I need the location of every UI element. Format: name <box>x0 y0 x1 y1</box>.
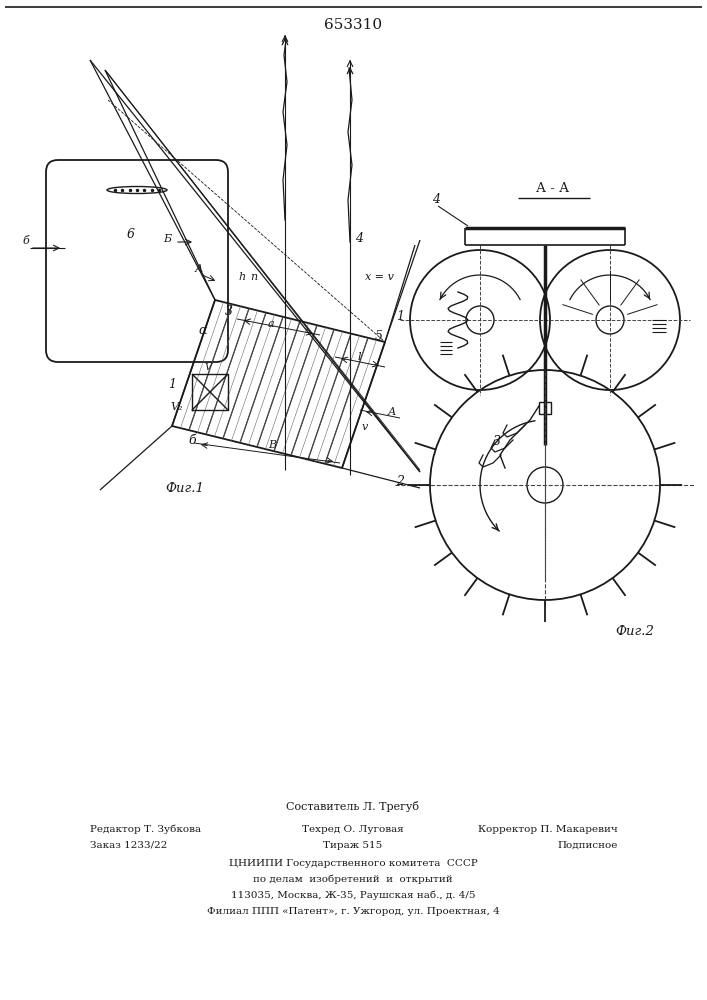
Text: Заказ 1233/22: Заказ 1233/22 <box>90 841 168 850</box>
Text: B: B <box>268 440 276 450</box>
Text: Техред О. Луговая: Техред О. Луговая <box>302 825 404 834</box>
Text: А - А: А - А <box>537 182 570 195</box>
Text: n: n <box>250 272 257 282</box>
Text: Фиг.1: Фиг.1 <box>165 482 204 495</box>
Text: v: v <box>362 422 368 432</box>
Text: 1: 1 <box>168 378 176 391</box>
Text: А: А <box>195 264 204 274</box>
Text: Составитель Л. Трегуб: Составитель Л. Трегуб <box>286 801 419 812</box>
Text: Филиал ППП «Патент», г. Ужгород, ул. Проектная, 4: Филиал ППП «Патент», г. Ужгород, ул. Про… <box>206 907 499 916</box>
Text: а: а <box>268 319 274 329</box>
Text: А: А <box>388 407 397 417</box>
Text: 2: 2 <box>396 475 404 488</box>
Text: V: V <box>204 363 211 372</box>
Text: h: h <box>238 272 245 282</box>
Text: 4: 4 <box>355 232 363 245</box>
Text: x = v: x = v <box>365 272 394 282</box>
Text: 3: 3 <box>225 305 233 318</box>
Text: 3: 3 <box>493 435 501 448</box>
Text: Тираж 515: Тираж 515 <box>323 841 382 850</box>
Text: по делам  изобретений  и  открытий: по делам изобретений и открытий <box>253 874 452 884</box>
Text: б: б <box>188 434 196 447</box>
Text: б: б <box>22 236 29 246</box>
Text: l: l <box>358 352 361 362</box>
Text: ЦНИИПИ Государственного комитета  СССР: ЦНИИПИ Государственного комитета СССР <box>228 859 477 868</box>
Text: V₂: V₂ <box>170 402 182 412</box>
Text: Подписное: Подписное <box>558 841 618 850</box>
Text: Фиг.2: Фиг.2 <box>616 625 655 638</box>
Text: α: α <box>198 324 206 337</box>
Text: Б: Б <box>163 234 171 244</box>
Text: 653310: 653310 <box>324 18 382 32</box>
Text: 1: 1 <box>396 310 404 323</box>
Text: 6: 6 <box>127 228 135 241</box>
Text: 5: 5 <box>375 330 383 343</box>
Text: Корректор П. Макаревич: Корректор П. Макаревич <box>478 825 618 834</box>
Text: 4: 4 <box>432 193 440 206</box>
Text: 113035, Москва, Ж-35, Раушская наб., д. 4/5: 113035, Москва, Ж-35, Раушская наб., д. … <box>230 890 475 900</box>
Text: Редактор Т. Зубкова: Редактор Т. Зубкова <box>90 824 201 834</box>
